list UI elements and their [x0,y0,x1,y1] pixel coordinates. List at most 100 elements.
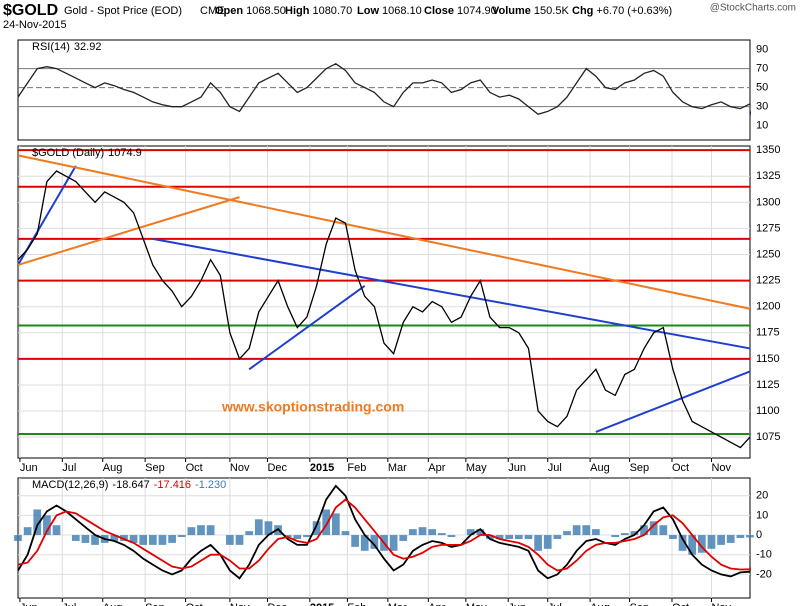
legend-value: -1.230 [195,479,226,491]
histogram-bar [235,535,244,545]
histogram-bar [23,527,32,536]
histogram-bar [466,529,475,536]
x-tick-label: Feb [347,462,366,474]
y-tick-label: 90 [756,43,768,55]
histogram-bar [659,525,668,536]
trendline [248,285,366,371]
histogram-bar [534,535,542,551]
header-item: Open 1068.50 [215,5,286,17]
histogram-bar [524,535,533,539]
header-item: Volume 150.5K [492,5,569,17]
header-item: Chg +6.70 (+0.63%) [572,5,672,17]
histogram-bar [187,527,196,536]
y-tick-label: 20 [756,490,768,502]
legend: RSI(14) 32.92 [32,41,101,53]
y-tick-label: 1300 [756,196,780,208]
histogram-bar [206,525,215,536]
x-tick-label: Oct [672,462,689,474]
histogram-bar [148,535,157,545]
y-tick-label: 1100 [756,405,780,417]
x-tick-label: Sep [145,602,165,606]
series-line [17,170,751,449]
series-line [17,63,751,116]
histogram-bar [33,509,42,536]
y-tick-label: -20 [756,568,772,580]
x-tick-label: Oct [186,462,203,474]
histogram-bar [389,535,398,551]
histogram-bar [322,509,331,536]
x-tick-label: Jun [508,462,526,474]
histogram-bar [129,535,138,543]
histogram-bar [293,535,302,539]
trendline [152,237,751,350]
histogram-bar [514,535,523,539]
x-tick-label: Aug [103,602,123,606]
histogram-bar [120,535,128,541]
y-tick-label: 1250 [756,248,780,260]
histogram-bar [543,535,552,549]
x-tick-label: Jul [548,602,562,606]
histogram-bar [245,531,254,536]
x-tick-label: Jun [508,602,526,606]
item-label: Close [424,5,454,17]
legend: MACD(12,26,9) -18.647 -17.416 -1.230 [32,479,226,491]
x-tick-label: Mar [388,462,407,474]
x-tick-label: Jun [20,602,38,606]
x-tick-label: Aug [590,462,610,474]
histogram-bar [43,515,51,536]
y-tick-label: 10 [756,120,768,132]
histogram-bar [81,535,90,543]
histogram-bar [688,535,697,555]
series-line [17,498,751,572]
trendline [17,196,240,266]
x-tick-label: Nov [230,602,250,606]
histogram-bar [254,519,263,536]
x-tick-label: Dec [267,602,287,606]
x-tick-label: Dec [267,462,287,474]
item-value: 1080.70 [312,5,352,17]
histogram-bar [331,513,340,536]
x-tick-label: Nov [230,462,250,474]
item-value: 1068.10 [382,5,422,17]
header-item: Close 1074.90 [424,5,497,17]
y-tick-label: 30 [756,101,768,113]
histogram-bar [611,535,620,538]
histogram-bar [71,535,80,541]
legend: $GOLD (Daily) 1074.9 [32,147,142,159]
item-label: Open [215,5,243,17]
histogram-bar [553,535,562,539]
histogram-bar [52,525,61,536]
x-tick-label: Sep [145,462,165,474]
header-item: Low 1068.10 [357,5,422,17]
symbol: $GOLD [3,2,58,19]
histogram-bar [495,535,504,539]
y-tick-label: 1125 [756,379,780,391]
histogram-bar [582,525,591,536]
histogram-bar [437,533,446,536]
y-tick-label: 1075 [756,431,780,443]
x-tick-label: Jul [62,462,76,474]
histogram-bar [592,529,600,536]
y-tick-label: 70 [756,62,768,74]
item-value: +6.70 (+0.63%) [596,5,672,17]
x-tick-label: May [466,462,487,474]
histogram-bar [283,535,292,538]
y-tick-label: 1200 [756,301,780,313]
x-tick-label: Sep [630,602,650,606]
x-tick-label: Nov [711,462,731,474]
histogram-bar [669,535,677,539]
histogram-bar [14,535,22,541]
y-tick-label: 1275 [756,222,780,234]
item-label: Volume [492,5,531,17]
histogram-bar [476,529,485,536]
item-label: Low [357,5,379,17]
x-tick-label: Jul [62,602,76,606]
legend-value: -18.647 [112,479,149,491]
name: Gold - Spot Price (EOD) [64,5,182,17]
histogram-bar [572,525,581,536]
x-tick-label: 2015 [310,462,334,474]
x-tick-label: Oct [186,602,203,606]
histogram-bar [746,535,754,538]
x-tick-label: Aug [590,602,610,606]
y-tick-label: 0 [756,529,762,541]
